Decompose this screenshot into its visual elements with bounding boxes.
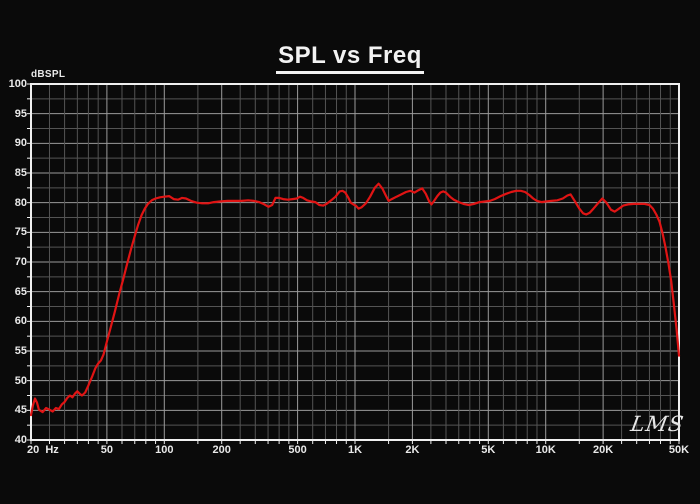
x-tick-label: 20K [593,444,614,456]
y-tick-label: 90 [14,137,27,150]
x-tick-label: 500 [288,444,307,456]
y-tick-label: 60 [14,315,27,328]
y-tick-label: 75 [14,226,27,239]
x-tick-label: 5K [481,444,496,456]
x-tick-label: 20 Hz [27,444,59,456]
x-tick-label: 200 [212,444,231,456]
y-tick-label: 85 [14,167,27,179]
x-tick-label: 100 [155,444,174,456]
y-tick-label: 45 [14,404,27,417]
x-tick-label: 2K [405,444,420,456]
lms-logo: LMS [628,412,686,436]
y-tick-label: 55 [14,345,27,357]
spl-curve [29,182,681,417]
x-tick-label: 10K [535,444,556,456]
x-tick-label: 50K [668,444,690,456]
x-tick-label: 1K [347,444,363,456]
y-axis-unit-label: dBSPL [31,69,66,80]
y-tick-label: 95 [14,107,27,120]
plot-border [30,83,680,441]
y-tick-label: 50 [14,374,27,387]
y-tick-label: 65 [14,285,27,298]
y-tick-label: 80 [14,196,27,209]
y-tick-label: 40 [14,434,27,446]
y-tick-label: 70 [14,256,27,268]
y-tick-label: 100 [8,78,27,90]
x-tick-label: 50 [100,444,113,456]
